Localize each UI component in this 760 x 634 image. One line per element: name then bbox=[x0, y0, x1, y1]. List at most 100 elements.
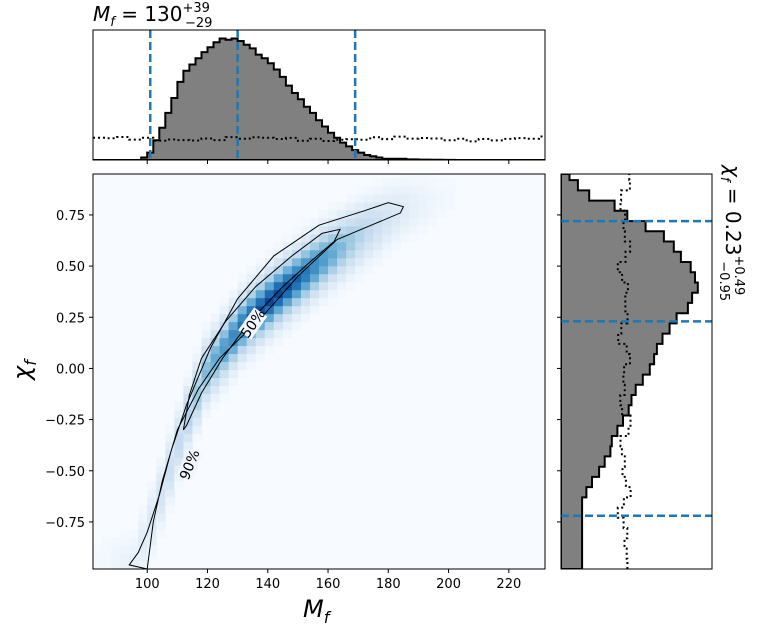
density-cell bbox=[192, 353, 203, 363]
density-cell bbox=[228, 345, 239, 355]
density-cell bbox=[210, 337, 221, 347]
density-cell bbox=[391, 225, 401, 235]
density-cell bbox=[418, 193, 429, 203]
density-cell bbox=[436, 193, 447, 203]
density-cell bbox=[273, 297, 284, 307]
density-cell bbox=[210, 401, 221, 410]
density-cell bbox=[319, 225, 329, 235]
density-cell bbox=[337, 209, 347, 219]
density-cell bbox=[120, 553, 130, 562]
density-cell bbox=[237, 273, 248, 283]
density-cell bbox=[156, 505, 166, 514]
density-cell bbox=[201, 409, 212, 418]
density-cell bbox=[409, 209, 420, 219]
y-axis-label: χf bbox=[8, 358, 40, 382]
density-cell bbox=[346, 241, 356, 251]
density-cell bbox=[364, 265, 374, 275]
density-cell bbox=[201, 393, 212, 402]
density-cell bbox=[328, 209, 338, 219]
density-cell bbox=[210, 345, 221, 355]
top-marginal-panel: Mf = 130+39 −29 bbox=[92, 1, 546, 161]
density-cell bbox=[255, 297, 266, 307]
density-cell bbox=[111, 537, 121, 546]
density-cell bbox=[409, 177, 420, 187]
density-cell bbox=[174, 481, 184, 490]
density-cell bbox=[246, 289, 257, 299]
density-cell bbox=[382, 233, 392, 243]
x-tick-label: 100 bbox=[135, 577, 160, 592]
density-cell bbox=[282, 313, 293, 323]
density-cell bbox=[355, 257, 365, 267]
density-cell bbox=[255, 329, 266, 339]
density-cell bbox=[147, 553, 157, 562]
density-cell bbox=[346, 225, 356, 235]
density-cell bbox=[264, 273, 275, 283]
density-cell bbox=[364, 201, 374, 211]
density-cell bbox=[201, 337, 212, 347]
density-cell bbox=[409, 185, 420, 195]
density-cell bbox=[120, 561, 130, 569]
density-cell bbox=[147, 505, 157, 514]
density-cell bbox=[129, 537, 139, 546]
density-cell bbox=[355, 185, 365, 195]
density-cell bbox=[300, 217, 311, 227]
x-tick-label: 200 bbox=[436, 577, 461, 592]
density-cell bbox=[445, 177, 456, 187]
density-cell bbox=[192, 369, 203, 379]
density-cell bbox=[147, 537, 157, 546]
density-cell bbox=[337, 201, 347, 211]
density-cell bbox=[282, 257, 293, 267]
density-cell bbox=[400, 185, 410, 195]
density-cell bbox=[319, 273, 329, 283]
density-cell bbox=[228, 321, 239, 331]
density-cell bbox=[129, 545, 139, 554]
density-cell bbox=[93, 561, 103, 569]
density-cell bbox=[291, 289, 302, 299]
contour-50 bbox=[182, 228, 342, 431]
density-cell bbox=[337, 265, 347, 275]
density-cell bbox=[427, 174, 438, 179]
density-cell bbox=[129, 561, 139, 569]
density-cell bbox=[328, 273, 338, 283]
density-cell bbox=[219, 313, 230, 323]
x-tick-label: 180 bbox=[376, 577, 401, 592]
density-cell bbox=[282, 305, 293, 315]
density-cell bbox=[427, 201, 438, 211]
density-cell bbox=[309, 273, 320, 283]
density-cell bbox=[337, 273, 347, 283]
density-cell bbox=[255, 265, 266, 275]
density-cell bbox=[273, 289, 284, 299]
density-cell bbox=[210, 329, 221, 339]
density-cell bbox=[93, 545, 103, 554]
density-cell bbox=[201, 369, 212, 379]
density-cell bbox=[264, 329, 275, 339]
density-cell bbox=[337, 249, 347, 259]
density-cell bbox=[373, 249, 383, 259]
density-cell bbox=[436, 209, 447, 219]
density-cell bbox=[300, 249, 311, 259]
density-cell bbox=[165, 481, 175, 490]
density-cell bbox=[445, 201, 456, 211]
density-cell bbox=[183, 385, 194, 394]
density-cell bbox=[273, 313, 284, 323]
density-cell bbox=[210, 361, 221, 371]
density-cell bbox=[147, 545, 157, 554]
density-cell bbox=[273, 337, 284, 347]
density-cell bbox=[183, 401, 194, 410]
density-cell bbox=[129, 529, 139, 538]
density-cell bbox=[445, 193, 456, 203]
density-cell bbox=[427, 193, 438, 203]
density-cell bbox=[346, 265, 356, 275]
density-cell bbox=[147, 497, 157, 506]
density-cell bbox=[309, 265, 320, 275]
density-cell bbox=[273, 321, 284, 331]
density-cell bbox=[183, 409, 194, 418]
x-tick-label: 140 bbox=[255, 577, 280, 592]
density-cell bbox=[156, 497, 166, 506]
density-cell bbox=[138, 553, 148, 562]
density-cell bbox=[156, 521, 166, 530]
density-cell bbox=[102, 545, 112, 554]
density-cell bbox=[373, 193, 383, 203]
density-cell bbox=[400, 209, 410, 219]
density-cell bbox=[328, 289, 338, 299]
